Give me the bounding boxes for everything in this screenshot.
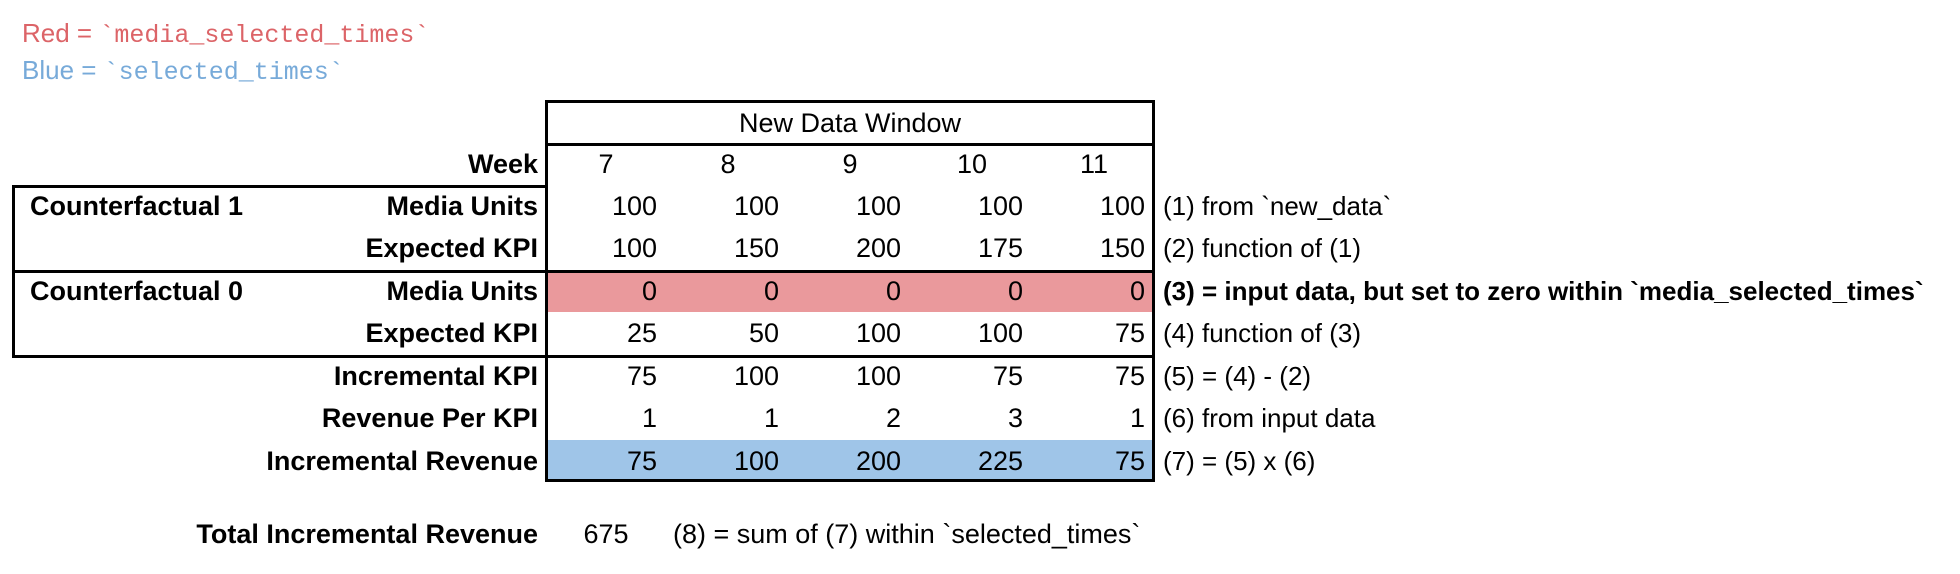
counterfactual0-bottom-line xyxy=(12,355,1155,358)
annotation-4: (4) function of (3) xyxy=(1163,318,1361,348)
table-cell: 100 xyxy=(733,191,779,221)
row-label-revenue-per-kpi: Revenue Per KPI xyxy=(321,403,538,433)
table-cell: 225 xyxy=(977,446,1023,476)
row-values-expected-kpi-cf0: 25 50 100 100 75 xyxy=(545,312,1155,354)
table-cell: 150 xyxy=(1099,233,1145,263)
table-cell: 75 xyxy=(992,361,1023,391)
table-cell: 0 xyxy=(1129,276,1145,306)
annotation-2: (2) function of (1) xyxy=(1163,233,1361,263)
table-cell: 100 xyxy=(855,361,901,391)
row-label-incremental-kpi: Incremental KPI xyxy=(333,361,538,391)
row-label-incremental-revenue: Incremental Revenue xyxy=(266,446,538,476)
red-highlight-row-fill xyxy=(548,273,1152,312)
week-number: 11 xyxy=(1079,149,1109,179)
annotation-6: (6) from input data xyxy=(1163,403,1376,433)
table-cell: 3 xyxy=(1007,403,1023,433)
table-cell: 150 xyxy=(733,233,779,263)
counterfactual1-box-top xyxy=(12,185,548,188)
counterfactual0-box-left xyxy=(12,270,15,358)
group-label-counterfactual-1: Counterfactual 1 xyxy=(30,191,244,221)
table-cell: 0 xyxy=(1007,276,1023,306)
legend-red: Red = `media_selected_times` xyxy=(22,16,429,50)
row-label-expected-kpi-cf1: Expected KPI xyxy=(365,233,538,263)
legend-blue: Blue = `selected_times` xyxy=(22,53,344,87)
legend-red-label: Red = xyxy=(22,18,100,48)
row-values-expected-kpi-cf1: 100 150 200 175 150 xyxy=(545,227,1155,269)
annotation-7: (7) = (5) x (6) xyxy=(1163,446,1316,476)
group-label-counterfactual-0: Counterfactual 0 xyxy=(30,276,244,306)
table-cell: 100 xyxy=(977,191,1023,221)
row-values-media-units-cf0: 0 0 0 0 0 xyxy=(545,270,1155,312)
row-values-incremental-kpi: 75 100 100 75 75 xyxy=(545,355,1155,397)
week-number-row: 7 8 9 10 11 xyxy=(545,143,1155,185)
table-cell: 2 xyxy=(885,403,901,433)
row-label-media-units-cf0: Media Units xyxy=(386,276,538,306)
table-cell: 75 xyxy=(1114,361,1145,391)
row-values-incremental-revenue: 75 100 200 225 75 xyxy=(545,440,1155,482)
table-cell: 75 xyxy=(626,361,657,391)
table-cell: 100 xyxy=(1099,191,1145,221)
annotation-5: (5) = (4) - (2) xyxy=(1163,361,1312,391)
data-window-box xyxy=(545,100,1155,482)
week-number: 10 xyxy=(956,149,988,179)
total-value: 675 xyxy=(583,519,629,549)
table-cell: 25 xyxy=(626,318,657,348)
week-number: 7 xyxy=(598,149,614,179)
row-values-revenue-per-kpi: 1 1 2 3 1 xyxy=(545,397,1155,439)
table-cell: 75 xyxy=(626,446,657,476)
table-cell: 75 xyxy=(1114,446,1145,476)
counterfactual0-top-line xyxy=(12,270,1155,273)
row-values-media-units-cf1: 100 100 100 100 100 xyxy=(545,185,1155,227)
table-header: New Data Window xyxy=(738,108,962,138)
table-cell: 75 xyxy=(1114,318,1145,348)
table-cell: 1 xyxy=(641,403,657,433)
blue-highlight-row-fill xyxy=(548,440,1152,479)
table-cell: 100 xyxy=(977,318,1023,348)
table-cell: 200 xyxy=(855,233,901,263)
table-cell: 100 xyxy=(611,191,657,221)
counterfactual1-box-left xyxy=(12,185,15,273)
table-cell: 0 xyxy=(885,276,901,306)
legend-blue-label: Blue = xyxy=(22,55,104,85)
table-cell: 0 xyxy=(763,276,779,306)
annotation-8: (8) = sum of (7) within `selected_times` xyxy=(673,519,1141,549)
table-cell: 100 xyxy=(855,191,901,221)
table-cell: 50 xyxy=(748,318,779,348)
table-cell: 1 xyxy=(763,403,779,433)
week-number: 9 xyxy=(842,149,858,179)
table-cell: 1 xyxy=(1129,403,1145,433)
legend-blue-code: `selected_times` xyxy=(103,58,344,87)
table-cell: 100 xyxy=(855,318,901,348)
total-label: Total Incremental Revenue xyxy=(196,519,538,549)
table-cell: 100 xyxy=(733,361,779,391)
header-divider-line xyxy=(545,143,1155,146)
table-cell: 100 xyxy=(733,446,779,476)
legend-red-code: `media_selected_times` xyxy=(99,21,430,50)
table-cell: 200 xyxy=(855,446,901,476)
week-number: 8 xyxy=(720,149,736,179)
table-cell: 100 xyxy=(611,233,657,263)
week-row-label: Week xyxy=(467,149,538,179)
annotation-1: (1) from `new_data` xyxy=(1163,191,1392,221)
table-cell: 0 xyxy=(641,276,657,306)
row-label-media-units-cf1: Media Units xyxy=(386,191,538,221)
row-label-expected-kpi-cf0: Expected KPI xyxy=(365,318,538,348)
table-cell: 175 xyxy=(977,233,1023,263)
annotation-3: (3) = input data, but set to zero within… xyxy=(1163,276,1924,306)
